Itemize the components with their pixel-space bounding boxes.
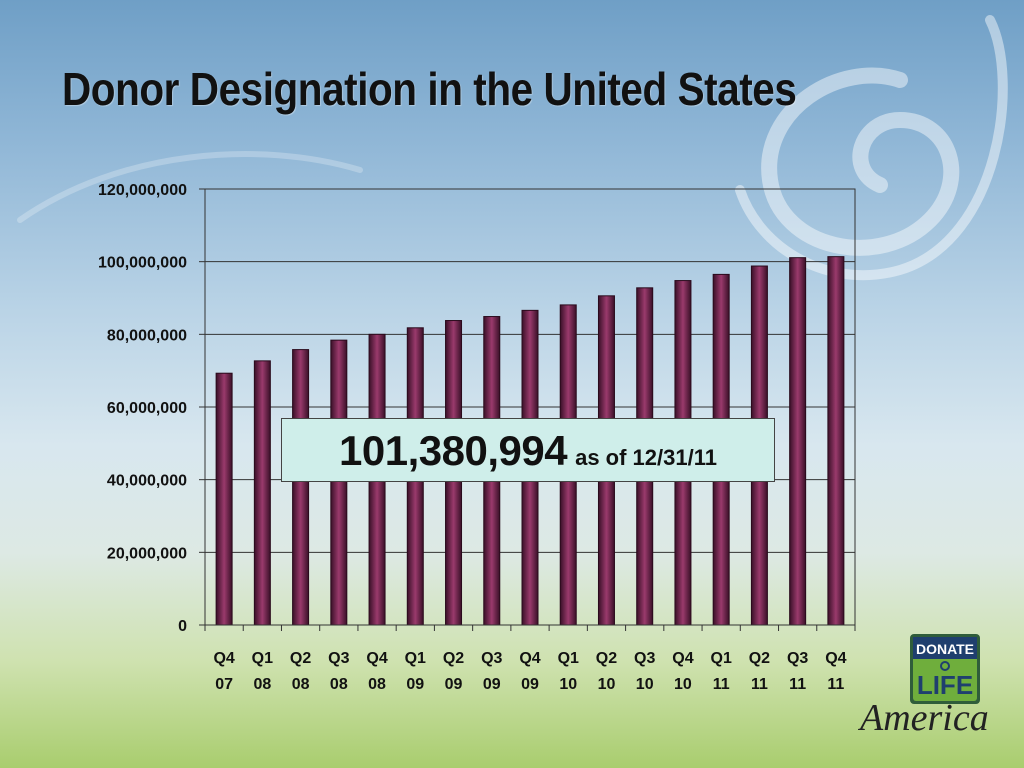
x-tick-label-quarter: Q3	[787, 650, 808, 667]
x-tick-label-quarter: Q4	[672, 650, 693, 667]
x-tick-label-quarter: Q1	[711, 650, 732, 667]
x-tick-label-year: 11	[713, 676, 730, 693]
x-tick-label-quarter: Q2	[290, 650, 311, 667]
x-tick-label-year: 11	[827, 676, 844, 693]
x-tick-label-year: 11	[789, 676, 806, 693]
logo-text-america: America	[858, 697, 989, 739]
x-tick-label-quarter: Q3	[481, 650, 502, 667]
x-tick-label-quarter: Q2	[443, 650, 464, 667]
y-tick-label: 40,000,000	[107, 473, 187, 490]
x-tick-label-year: 09	[445, 676, 463, 693]
y-tick-label: 100,000,000	[98, 255, 187, 272]
total-value: 101,380,994	[339, 427, 568, 474]
total-date: as of 12/31/11	[575, 445, 717, 470]
x-tick-label-year: 10	[598, 676, 616, 693]
x-tick-label-year: 10	[636, 676, 654, 693]
x-tick-label-quarter: Q3	[634, 650, 655, 667]
logo-text-life: LIFE	[917, 670, 973, 700]
x-tick-label-quarter: Q1	[405, 650, 426, 667]
bar	[292, 349, 310, 626]
x-tick-label-year: 10	[559, 676, 577, 693]
y-tick-label: 0	[178, 618, 187, 635]
bar	[789, 257, 807, 626]
axis-labels: 0 20,000,000 40,000,000 60,000,000 80,000,00…	[98, 182, 847, 693]
x-tick-label-quarter: Q4	[519, 650, 540, 667]
x-tick-label-quarter: Q3	[328, 650, 349, 667]
x-tick-label-quarter: Q4	[366, 650, 387, 667]
y-tick-label: 80,000,000	[107, 327, 187, 344]
axes	[199, 188, 856, 631]
x-tick-label-year: 09	[521, 676, 539, 693]
x-tick-label-year: 09	[406, 676, 424, 693]
x-tick-label-year: 08	[253, 676, 271, 693]
x-tick-label-year: 08	[292, 676, 310, 693]
x-tick-label-year: 07	[215, 676, 233, 693]
slide-title: Donor Designation in the United States	[62, 63, 797, 115]
bar	[253, 360, 271, 626]
bar	[215, 372, 233, 626]
y-tick-label: 20,000,000	[107, 545, 187, 562]
bar	[827, 256, 845, 626]
x-tick-label-quarter: Q4	[825, 650, 846, 667]
x-tick-label-year: 09	[483, 676, 501, 693]
x-tick-label-quarter: Q1	[252, 650, 273, 667]
x-tick-label-year: 08	[330, 676, 348, 693]
x-tick-label-year: 10	[674, 676, 692, 693]
y-tick-label: 120,000,000	[98, 182, 187, 199]
total-callout: 101,380,994 as of 12/31/11	[281, 418, 775, 482]
x-tick-label-quarter: Q1	[558, 650, 579, 667]
x-tick-label-year: 08	[368, 676, 386, 693]
donate-life-america-logo: DONATE LIFE America	[858, 634, 989, 739]
x-tick-label-year: 11	[751, 676, 768, 693]
y-tick-label: 60,000,000	[107, 400, 187, 417]
x-tick-label-quarter: Q4	[213, 650, 234, 667]
x-tick-label-quarter: Q2	[749, 650, 770, 667]
x-tick-label-quarter: Q2	[596, 650, 617, 667]
logo-text-donate: DONATE	[916, 641, 974, 657]
bar	[330, 339, 348, 626]
